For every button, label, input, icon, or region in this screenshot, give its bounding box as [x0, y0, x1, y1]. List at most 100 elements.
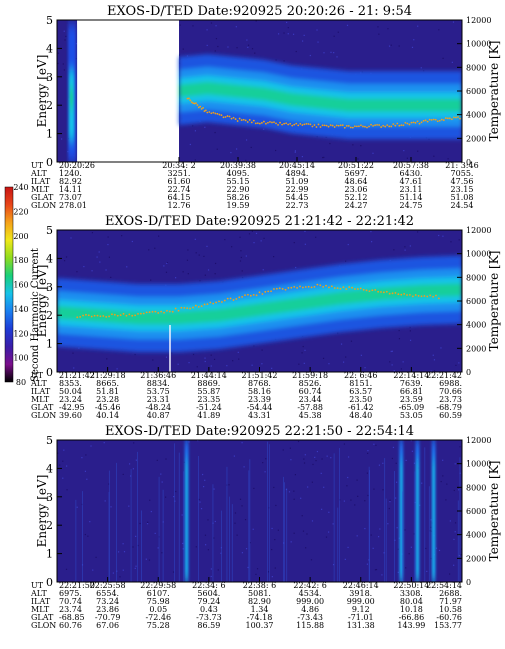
temperature-point: [267, 290, 270, 293]
noise-pixel: [290, 459, 292, 461]
noise-pixel: [164, 496, 167, 498]
temperature-point: [230, 117, 233, 120]
noise-pixel: [75, 43, 78, 45]
temperature-point: [163, 311, 165, 314]
temperature-point: [392, 123, 395, 125]
y-tick-label: 0: [46, 576, 53, 589]
noise-pixel: [370, 534, 372, 536]
noise-pixel: [253, 345, 255, 347]
noise-pixel: [245, 139, 248, 141]
spectrogram: [57, 230, 462, 372]
noise-pixel: [393, 249, 395, 251]
vertical-bursts: [184, 440, 436, 582]
ephemeris-cell: 3251.: [168, 169, 191, 178]
noise-pixel: [378, 33, 380, 35]
ephemeris-cell: 8768.: [248, 379, 271, 388]
noise-pixel: [90, 445, 92, 447]
temperature-point: [333, 126, 336, 128]
noise-pixel: [343, 443, 346, 445]
noise-pixel: [454, 522, 457, 524]
ephemeris-cell: 20:20:26: [59, 161, 95, 170]
noise-pixel: [261, 349, 263, 351]
noise-pixel: [322, 357, 325, 359]
temperature-point: [309, 123, 312, 126]
ephemeris-cell: 3308.: [400, 589, 423, 598]
noise-pixel: [336, 56, 338, 58]
noise-pixel: [63, 260, 66, 262]
noise-pixel: [242, 277, 244, 279]
ephemeris-cell: 23.35: [197, 395, 220, 404]
ephemeris-cell: 6988.: [439, 379, 462, 388]
ephemeris-cell: 20:34: 2: [162, 161, 195, 170]
noise-pixel: [442, 475, 444, 477]
ephemeris-cell: 3918.: [349, 589, 372, 598]
ephemeris-cell: 20:45:14: [279, 161, 315, 170]
temperature-point: [255, 294, 258, 297]
noise-pixel: [108, 483, 110, 485]
temperature-point: [376, 123, 378, 126]
emission-band: [179, 54, 462, 140]
temperature-point: [426, 295, 429, 298]
noise-pixel: [303, 462, 306, 464]
noise-pixel: [182, 271, 184, 273]
noise-pixel: [161, 552, 163, 554]
noise-pixel: [304, 349, 306, 351]
noise-pixel: [108, 256, 111, 258]
noise-pixel: [347, 546, 349, 549]
noise-pixel: [377, 536, 380, 538]
noise-pixel: [245, 548, 248, 550]
noise-pixel: [199, 280, 201, 282]
temperature-point: [450, 118, 453, 121]
noise-pixel: [297, 440, 300, 443]
noise-pixel: [189, 143, 191, 146]
noise-pixel: [107, 243, 109, 246]
temperature-point: [197, 106, 200, 109]
noise-pixel: [404, 529, 406, 531]
colorbar-tick-label: 100: [13, 354, 28, 363]
temperature-point: [204, 109, 207, 112]
noise-pixel: [283, 32, 285, 34]
noise-pixel: [323, 486, 325, 488]
temperature-point: [226, 115, 229, 117]
noise-pixel: [235, 26, 237, 28]
temperature-point: [212, 111, 215, 114]
ephemeris-cell: 51.09: [286, 177, 309, 186]
temperature-point: [404, 121, 407, 124]
ephemeris-cell: 999.00: [296, 597, 324, 606]
y-tick-label: 4: [46, 42, 53, 55]
noise-pixel: [134, 567, 136, 569]
temperature-point: [277, 123, 279, 126]
band-layer: [57, 283, 462, 325]
noise-pixel: [214, 131, 216, 134]
ephemeris-cell: 51.08: [451, 193, 474, 202]
ephemeris-cell: -57.88: [297, 403, 323, 412]
ephemeris-cell: -68.85: [59, 613, 85, 622]
temperature-point: [206, 111, 209, 114]
noise-pixel: [199, 501, 201, 503]
temperature-point: [417, 294, 420, 297]
temperature-point: [208, 111, 211, 113]
noise-pixel: [187, 249, 189, 251]
noise-pixel: [389, 361, 391, 363]
temperature-point: [341, 124, 344, 127]
noise-pixel: [137, 544, 139, 547]
temperature-point: [323, 124, 326, 127]
temperature-point: [244, 119, 247, 122]
noise-pixel: [322, 156, 324, 159]
noise-pixel: [293, 241, 295, 244]
temperature-point: [197, 305, 200, 308]
ephemeris-cell: 8834.: [147, 379, 170, 388]
ephemeris-cell: 10.58: [439, 605, 462, 614]
temperature-point: [378, 124, 381, 126]
noise-pixel: [63, 69, 65, 71]
temperature-point: [102, 315, 105, 317]
temperature-point: [293, 123, 296, 126]
noise-pixel: [149, 499, 151, 501]
noise-pixel: [245, 255, 247, 257]
emission-band: [57, 255, 462, 353]
y-tick-label: 3: [46, 71, 53, 84]
noise-pixel: [261, 363, 263, 365]
noise-pixel: [314, 456, 316, 458]
noise-pixel: [213, 358, 216, 360]
temperature-point: [412, 121, 415, 124]
